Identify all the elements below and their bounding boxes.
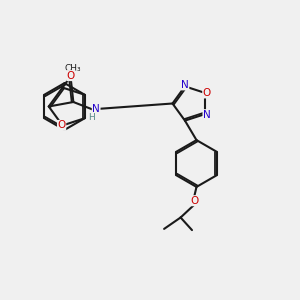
- Text: N: N: [92, 103, 100, 114]
- Text: O: O: [203, 88, 211, 98]
- Text: O: O: [67, 70, 75, 81]
- Text: N: N: [203, 110, 211, 120]
- Text: N: N: [181, 80, 189, 90]
- Text: O: O: [190, 196, 198, 206]
- Text: O: O: [58, 120, 66, 130]
- Text: CH₃: CH₃: [65, 64, 82, 73]
- Text: H: H: [88, 113, 95, 122]
